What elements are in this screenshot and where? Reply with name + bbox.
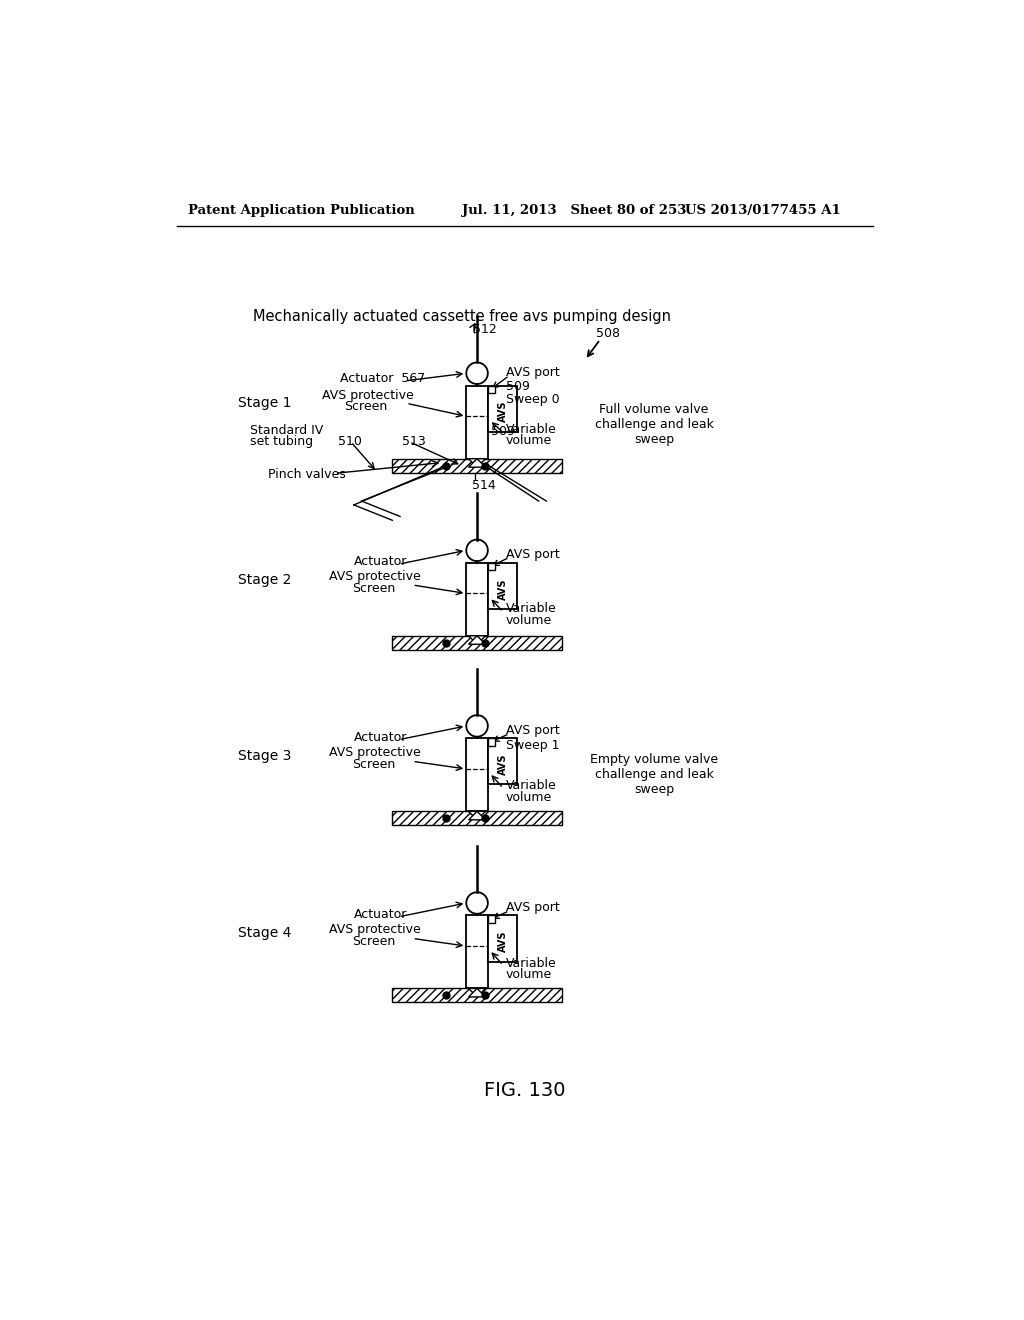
Polygon shape <box>469 812 485 820</box>
Bar <box>392 459 562 473</box>
Text: AVS: AVS <box>498 931 508 952</box>
Text: 509: 509 <box>506 380 530 393</box>
Text: Stage 3: Stage 3 <box>239 748 292 763</box>
Text: Stage 1: Stage 1 <box>239 396 292 411</box>
Circle shape <box>466 892 487 913</box>
Text: volume: volume <box>506 791 552 804</box>
Polygon shape <box>469 989 485 997</box>
Bar <box>466 915 487 989</box>
Bar <box>466 738 487 812</box>
Text: 514: 514 <box>472 479 496 492</box>
Text: Jul. 11, 2013   Sheet 80 of 253: Jul. 11, 2013 Sheet 80 of 253 <box>462 205 686 218</box>
Bar <box>466 385 487 459</box>
Polygon shape <box>469 459 485 467</box>
Text: Variable: Variable <box>506 779 556 792</box>
Text: set tubing: set tubing <box>250 436 313 449</box>
Text: Mechanically actuated cassette free avs pumping design: Mechanically actuated cassette free avs … <box>253 309 671 323</box>
Text: Standard IV: Standard IV <box>250 425 324 437</box>
Bar <box>466 562 487 636</box>
Bar <box>392 812 562 825</box>
Text: AVS: AVS <box>498 578 508 599</box>
Text: Stage 2: Stage 2 <box>239 573 292 587</box>
Text: Screen: Screen <box>345 400 388 413</box>
Text: Screen: Screen <box>352 758 395 771</box>
Text: Full volume valve
challenge and leak
sweep: Full volume valve challenge and leak swe… <box>595 403 714 446</box>
Text: volume: volume <box>506 434 552 447</box>
Text: FIG. 130: FIG. 130 <box>484 1081 565 1100</box>
Text: Actuator: Actuator <box>354 556 408 569</box>
Polygon shape <box>469 459 485 467</box>
Bar <box>487 562 517 609</box>
Text: AVS protective: AVS protective <box>330 570 421 583</box>
Polygon shape <box>469 812 485 820</box>
Polygon shape <box>469 636 485 644</box>
Circle shape <box>466 363 487 384</box>
Text: Screen: Screen <box>352 582 395 594</box>
Text: Actuator: Actuator <box>354 731 408 744</box>
Bar <box>487 738 495 746</box>
Text: 509: 509 <box>490 425 515 438</box>
Text: AVS port: AVS port <box>506 548 560 561</box>
Text: 510: 510 <box>339 436 362 449</box>
Text: 508: 508 <box>596 327 621 341</box>
Bar <box>487 738 517 784</box>
Text: Empty volume valve
challenge and leak
sweep: Empty volume valve challenge and leak sw… <box>590 752 718 796</box>
Text: AVS port: AVS port <box>506 902 560 915</box>
Text: Actuator: Actuator <box>354 908 408 921</box>
Bar <box>487 385 495 393</box>
Text: volume: volume <box>506 968 552 981</box>
Text: Sweep 0: Sweep 0 <box>506 393 560 407</box>
Text: Variable: Variable <box>506 602 556 615</box>
Text: Variable: Variable <box>506 422 556 436</box>
Text: 512: 512 <box>473 323 497 335</box>
Text: AVS port: AVS port <box>506 723 560 737</box>
Circle shape <box>466 715 487 737</box>
Text: US 2013/0177455 A1: US 2013/0177455 A1 <box>685 205 841 218</box>
Text: Sweep 1: Sweep 1 <box>506 739 560 751</box>
Text: AVS port: AVS port <box>506 366 560 379</box>
Text: Pinch valves: Pinch valves <box>267 467 345 480</box>
Text: volume: volume <box>506 614 552 627</box>
Polygon shape <box>469 636 485 644</box>
Text: Actuator  567: Actuator 567 <box>340 372 425 385</box>
Text: AVS protective: AVS protective <box>330 924 421 936</box>
Bar <box>487 562 495 570</box>
Bar <box>487 915 517 961</box>
Bar <box>392 636 562 649</box>
Text: AVS: AVS <box>498 754 508 775</box>
Circle shape <box>466 540 487 561</box>
Text: Stage 4: Stage 4 <box>239 927 292 940</box>
Text: Variable: Variable <box>506 957 556 970</box>
Text: AVS: AVS <box>498 401 508 422</box>
Bar <box>392 989 562 1002</box>
Polygon shape <box>469 989 485 997</box>
Bar <box>487 385 517 432</box>
Text: Screen: Screen <box>352 935 395 948</box>
Bar <box>487 915 495 923</box>
Text: AVS protective: AVS protective <box>322 389 414 403</box>
Text: AVS protective: AVS protective <box>330 746 421 759</box>
Text: Patent Application Publication: Patent Application Publication <box>188 205 415 218</box>
Text: 513: 513 <box>401 436 425 449</box>
